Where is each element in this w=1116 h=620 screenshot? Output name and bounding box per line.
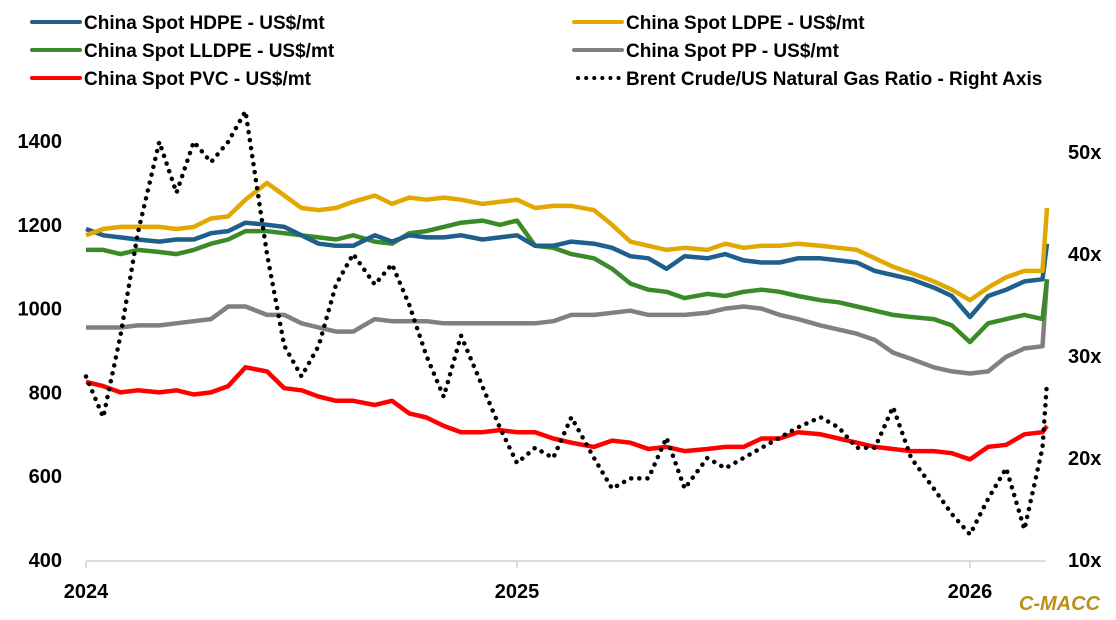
legend-label: China Spot LLDPE - US$/mt — [84, 41, 335, 62]
series-layer — [83, 108, 1050, 537]
y-right-tick-label: 40x — [1068, 244, 1101, 266]
y-right-tick-label: 50x — [1068, 142, 1101, 164]
series-line-brent-crude-us-natural-gas-ratio-right-axis — [83, 108, 1050, 537]
series-line-china-spot-pp-us-mt — [86, 279, 1050, 376]
legend-label: China Spot PVC - US$/mt — [84, 69, 312, 90]
x-tick-label: 2024 — [64, 581, 109, 603]
series-line-china-spot-lldpe-us-mt — [86, 218, 1050, 345]
y-left-tick-label: 1000 — [18, 299, 63, 321]
legend-item: China Spot PP - US$/mt — [572, 41, 840, 62]
legend-item: China Spot HDPE - US$/mt — [30, 13, 325, 34]
right-axis: 10x 20x 30x 40x 50x — [1068, 142, 1101, 572]
x-tick-label: 2026 — [948, 581, 993, 603]
y-left-tick-label: 600 — [29, 466, 62, 488]
y-left-tick-label: 800 — [29, 382, 62, 404]
legend: China Spot HDPE - US$/mt China Spot LDPE … — [30, 13, 1042, 90]
legend-label: Brent Crude/US Natural Gas Ratio - Right… — [626, 69, 1042, 90]
brand-watermark: C-MACC — [1019, 593, 1101, 615]
legend-item: China Spot LDPE - US$/mt — [572, 13, 865, 34]
series-line-china-spot-hdpe-us-mt — [85, 220, 1050, 320]
legend-label: China Spot HDPE - US$/mt — [84, 13, 325, 34]
y-right-tick-label: 20x — [1068, 448, 1101, 470]
x-axis: 2024 2025 2026 — [64, 560, 1046, 603]
y-left-tick-label: 400 — [29, 550, 62, 572]
legend-label: China Spot PP - US$/mt — [626, 41, 840, 62]
left-axis: 400 600 800 1000 1200 1400 — [18, 131, 63, 572]
y-right-tick-label: 10x — [1068, 550, 1101, 572]
legend-item: China Spot LLDPE - US$/mt — [30, 41, 335, 62]
series-line-china-spot-ldpe-us-mt — [85, 180, 1050, 303]
x-tick-label: 2025 — [495, 581, 540, 603]
legend-label: China Spot LDPE - US$/mt — [626, 13, 865, 34]
series-line-china-spot-pvc-us-mt — [85, 365, 1049, 462]
legend-item: China Spot PVC - US$/mt — [30, 69, 312, 90]
legend-item: Brent Crude/US Natural Gas Ratio - Right… — [576, 69, 1042, 90]
y-right-tick-label: 30x — [1068, 346, 1101, 368]
y-left-tick-label: 1400 — [18, 131, 63, 153]
y-left-tick-label: 1200 — [18, 215, 63, 237]
